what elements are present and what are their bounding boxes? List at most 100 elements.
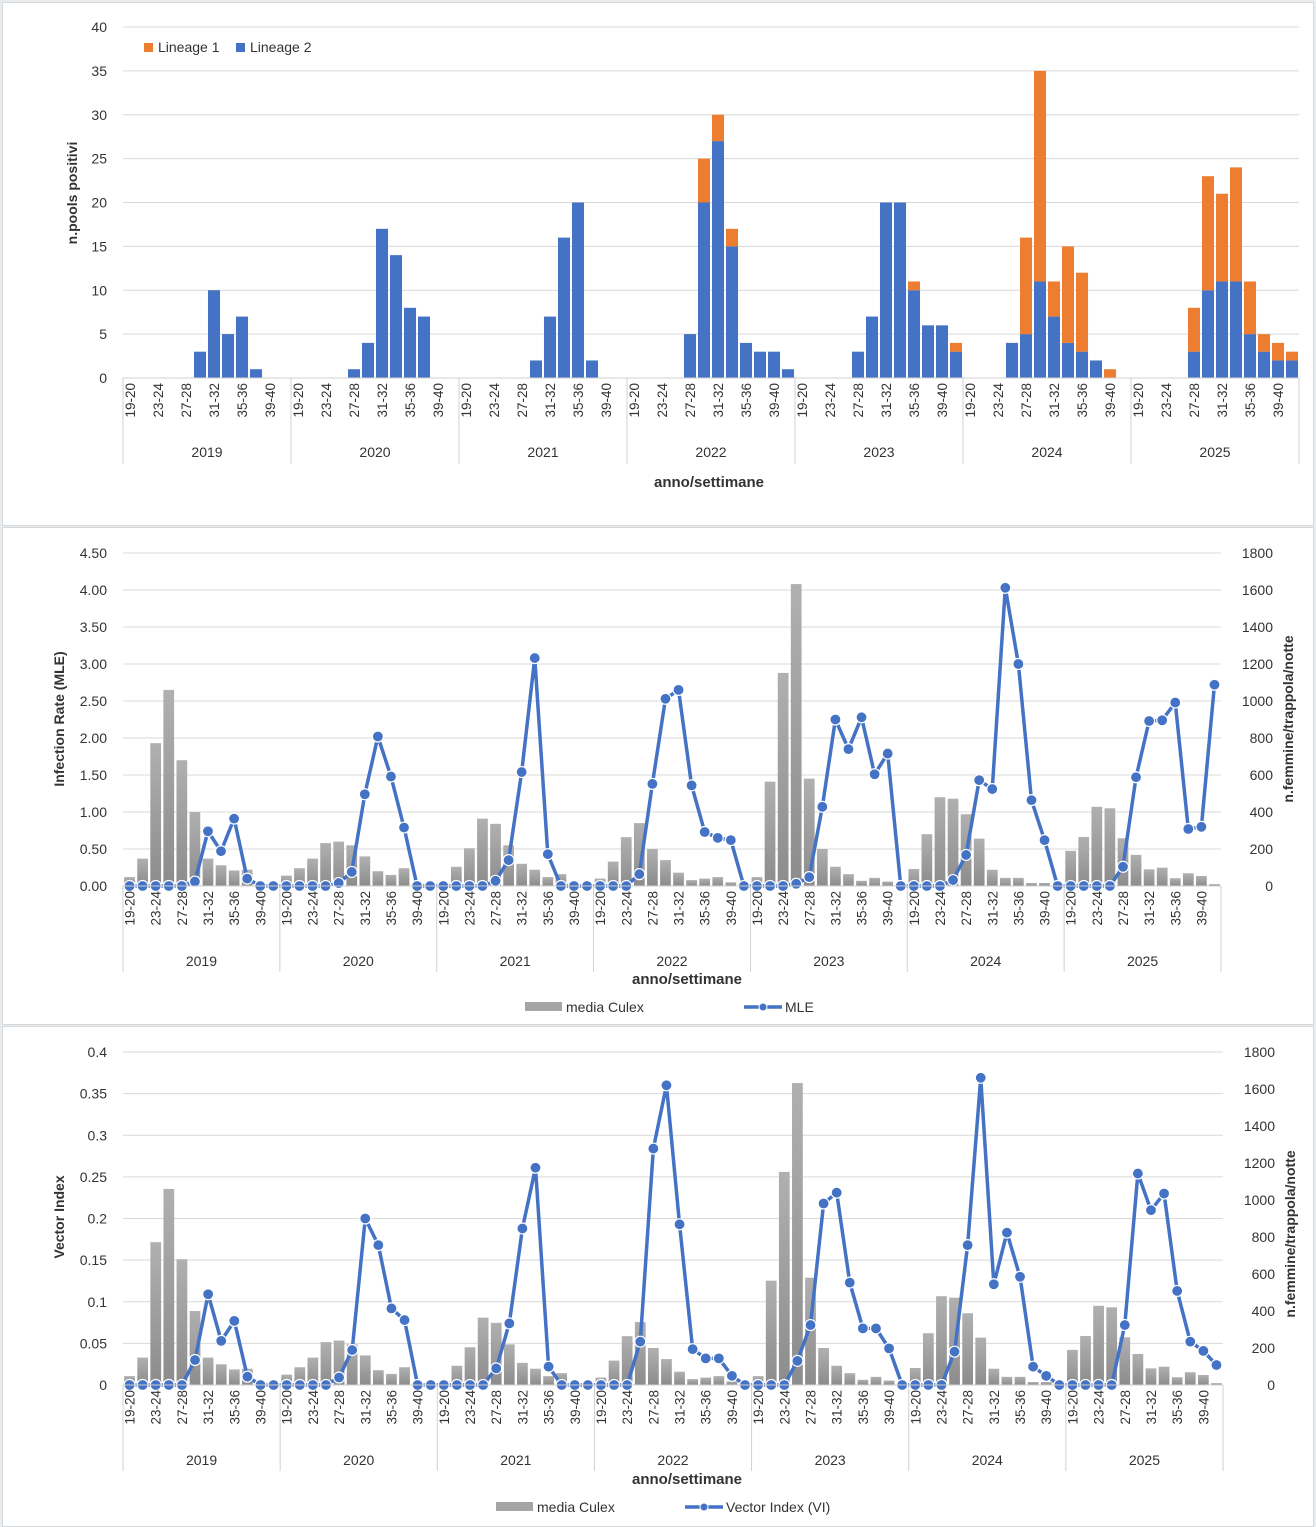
- y-tick-label: 0.05: [80, 1335, 107, 1351]
- bar-lineage-1: [1047, 281, 1061, 317]
- culex-bar: [661, 1359, 672, 1385]
- culex-bar: [1013, 877, 1024, 886]
- y-axis-right-ticks: 0 200 400 600 800 1000 1200 1400 1600 1800: [1244, 1044, 1275, 1393]
- y-tick-label: 1.00: [80, 804, 107, 820]
- x-week-label: 35-36: [856, 1390, 871, 1425]
- data-point: [1013, 1270, 1027, 1283]
- x-week-label: 31-32: [515, 1390, 530, 1425]
- bars: [193, 70, 1299, 378]
- bar-lineage-2: [221, 334, 235, 378]
- x-week-label: 27-28: [175, 1390, 190, 1425]
- x-week-label: 39-40: [725, 1390, 740, 1425]
- data-point: [647, 1142, 660, 1155]
- x-week-label: 35-36: [1170, 1390, 1185, 1425]
- x-week-label: 23-24: [463, 1390, 478, 1425]
- x-week-label: 27-28: [959, 891, 974, 926]
- data-point: [346, 1343, 359, 1357]
- x-year-label: 2023: [813, 953, 844, 969]
- culex-bar: [1182, 873, 1194, 886]
- x-week-label: 19-20: [459, 383, 474, 418]
- x-week-label: 31-32: [201, 1390, 216, 1425]
- culex-bar: [1080, 1335, 1091, 1385]
- x-year-label: 2025: [1127, 953, 1158, 969]
- bar-lineage-1: [1033, 70, 1047, 282]
- data-point: [960, 848, 973, 862]
- vi-chart-svg: 0 0.05 0.1 0.15 0.2 0.25 0.3 0.35 0.4 0 200 400 600…: [51, 1044, 1298, 1515]
- culex-bar: [1001, 1376, 1013, 1385]
- bar-lineage-2: [753, 351, 767, 378]
- x-week-label: 19-20: [1065, 1390, 1080, 1425]
- data-point: [1000, 1226, 1014, 1239]
- bar-lineage-2: [921, 325, 935, 378]
- bar-lineage-2: [1229, 281, 1243, 378]
- data-point: [228, 812, 241, 825]
- bar-lineage-1: [1201, 176, 1215, 291]
- y-right-tick-label: 1200: [1242, 656, 1273, 672]
- x-week-label: 19-20: [750, 891, 765, 926]
- culex-bar: [620, 837, 632, 886]
- data-point: [946, 873, 960, 887]
- x-week-label: 23-24: [991, 383, 1006, 418]
- x-year-label: 2025: [1129, 1452, 1160, 1468]
- x-week-label: 19-20: [437, 1390, 452, 1425]
- x-week-label: 19-20: [627, 383, 642, 418]
- y-right-tick-label: 600: [1252, 1266, 1276, 1282]
- data-point: [659, 692, 672, 705]
- bar-lineage-1: [1103, 369, 1117, 378]
- culex-bar: [1065, 850, 1077, 886]
- data-point: [881, 747, 894, 760]
- bar-lineage-2: [711, 141, 725, 378]
- x-week-label: 23-24: [1159, 383, 1174, 418]
- culex-bar: [1211, 1383, 1222, 1385]
- bar-lineage-2: [949, 351, 963, 378]
- x-week-label: 19-20: [1064, 891, 1079, 926]
- x-week-label: 19-20: [123, 891, 138, 926]
- data-point: [830, 1186, 843, 1199]
- bar-lineage-2: [893, 202, 907, 378]
- bar-lineage-2: [389, 255, 403, 378]
- bar-lineage-2: [1285, 360, 1299, 378]
- x-week-label: 27-28: [347, 383, 362, 418]
- data-point: [791, 1354, 804, 1367]
- culex-bar: [792, 1083, 803, 1385]
- data-point: [1184, 1335, 1197, 1348]
- x-week-label: 19-20: [280, 1390, 295, 1425]
- bar-lineage-2: [585, 360, 599, 378]
- series-line: [129, 1076, 1218, 1387]
- culex-bar: [359, 1355, 371, 1385]
- culex-bar: [1197, 1375, 1209, 1385]
- data-point: [672, 683, 685, 696]
- culex-bar: [673, 872, 684, 886]
- culex-bar: [176, 760, 188, 886]
- legend-swatch-culex: [496, 1502, 533, 1511]
- y-right-tick-label: 800: [1252, 1229, 1276, 1245]
- culex-bar: [189, 1311, 201, 1385]
- grid: [123, 552, 1221, 850]
- culex-bar: [634, 1322, 646, 1385]
- culex-bar: [529, 869, 541, 886]
- x-week-label: 31-32: [358, 891, 373, 926]
- culex-bar: [150, 1242, 162, 1385]
- data-point: [712, 1352, 725, 1365]
- culex-bar: [790, 584, 802, 886]
- x-week-label: 27-28: [802, 891, 817, 926]
- culex-bar: [1067, 1349, 1078, 1385]
- bar-lineage-2: [1257, 351, 1271, 378]
- culex-bar: [647, 1348, 659, 1385]
- x-week-label: 27-28: [646, 1390, 661, 1425]
- x-week-label: 39-40: [254, 1390, 269, 1425]
- bar-lineage-2: [1187, 351, 1201, 378]
- x-year-label: 2023: [815, 1452, 846, 1468]
- x-week-label: 23-24: [823, 383, 838, 418]
- culex-bar: [477, 818, 488, 886]
- x-week-label: 23-24: [777, 1390, 792, 1425]
- y-tick-label: 0: [99, 1377, 107, 1393]
- data-point: [215, 1334, 228, 1347]
- y-right-tick-label: 600: [1250, 767, 1274, 783]
- x-week-label: 39-40: [411, 1390, 426, 1425]
- x-week-label: 39-40: [263, 383, 278, 418]
- data-point: [489, 874, 502, 887]
- x-year-label: 2019: [191, 444, 222, 460]
- y-right-tick-label: 0: [1267, 1377, 1275, 1393]
- data-point: [646, 777, 659, 790]
